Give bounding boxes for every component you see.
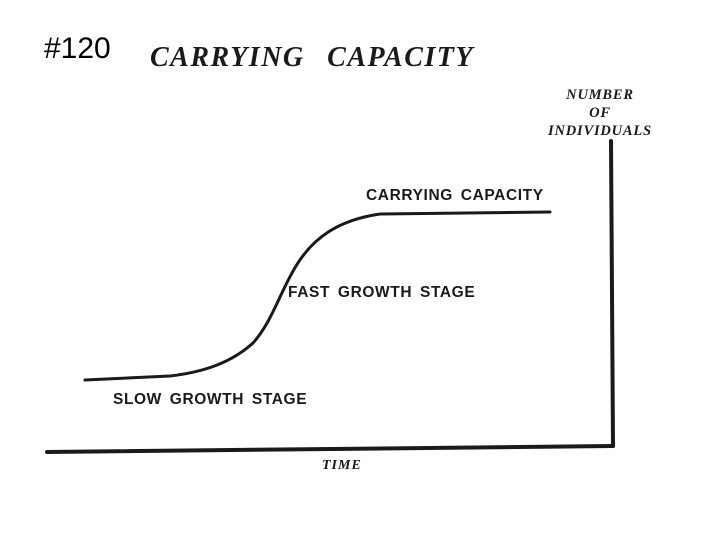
y-axis-line	[609, 139, 615, 448]
fast-growth-stage-label: FAST GROWTH STAGE	[288, 284, 476, 301]
x-axis-line	[45, 444, 615, 454]
carrying-capacity-label: CARRYING CAPACITY	[366, 187, 544, 204]
slide-number: #120	[44, 32, 111, 65]
y-axis-label-line: OF	[589, 105, 611, 121]
slow-growth-stage-label: SLOW GROWTH STAGE	[113, 391, 308, 408]
x-axis-label: TIME	[322, 458, 362, 473]
logistic-growth-curve	[83, 210, 552, 382]
y-axis-label-line: NUMBER	[566, 87, 634, 103]
y-axis-label-line: INDIVIDUALS	[548, 123, 652, 139]
page-title: CARRYING CAPACITY	[150, 42, 474, 73]
y-axis-label: NUMBER OF INDIVIDUALS	[530, 86, 670, 140]
